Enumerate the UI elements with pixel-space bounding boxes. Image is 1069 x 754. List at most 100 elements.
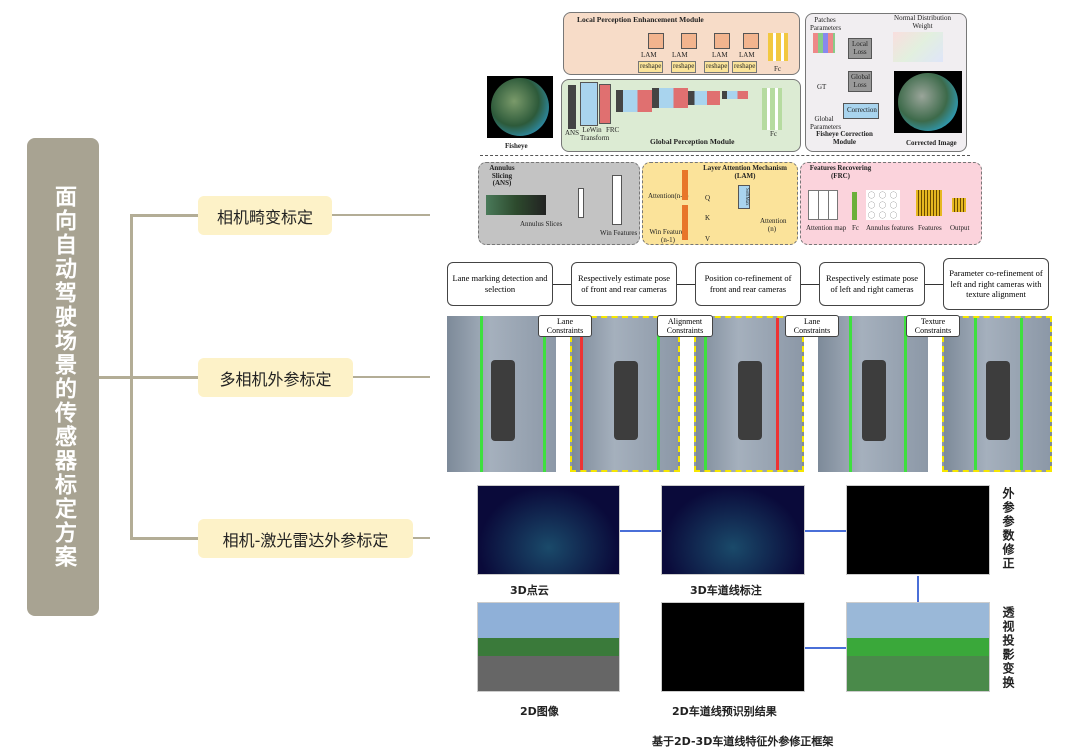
fc-label: Fc — [770, 130, 777, 138]
branch-multi-camera: 多相机外参标定 — [198, 358, 353, 397]
lam-block — [681, 33, 697, 49]
q-label: Q — [705, 194, 711, 202]
flow-arrow — [553, 284, 571, 285]
correction-box: Correction — [843, 103, 879, 119]
softmax-box: SoftMax — [738, 185, 750, 209]
local-loss-box: Local Loss — [848, 38, 872, 60]
constraint-label: Texture Constraints — [906, 315, 960, 338]
fisheye-label: Fisheye — [505, 142, 528, 150]
ans-label: ANS — [565, 129, 580, 137]
reshape-label: reshape — [638, 61, 664, 73]
lam-title: Layer Attention Mechanism (LAM) — [703, 164, 787, 180]
pointcloud-image — [477, 485, 620, 575]
attention-n-label: Attention (n) — [760, 217, 787, 233]
lam-label: LAM — [641, 51, 657, 59]
pointcloud-label: 3D点云 — [510, 584, 549, 597]
lam-panel — [642, 162, 798, 245]
reshape-label: reshape — [704, 61, 730, 73]
flow-step: Lane marking detection and selection — [447, 262, 553, 306]
corrected-image — [894, 71, 962, 133]
ans-title: Annulus Slicing (ANS) — [489, 164, 515, 188]
flow-step: Position co-refinement of front and rear… — [695, 262, 801, 306]
tree-line — [413, 537, 430, 539]
local-module-title: Local Perception Enhancement Module — [577, 15, 704, 24]
extrinsic-fix-label: 外参参数修正 — [1001, 487, 1015, 571]
lewin-block — [580, 82, 598, 126]
lam-label: LAM — [672, 51, 688, 59]
corrected-lane-image — [846, 485, 990, 575]
projection-label: 透视投影变换 — [1001, 606, 1015, 690]
lam-label: LAM — [712, 51, 728, 59]
frc-block — [599, 84, 611, 124]
image-2d — [477, 602, 620, 692]
constraint-label: Alignment Constraints — [657, 315, 713, 338]
tree-line — [130, 376, 198, 379]
lane-3d-label: 3D车道线标注 — [690, 584, 762, 597]
corrected-label: Corrected Image — [906, 139, 957, 147]
flow-step: Respectively estimate pose of front and … — [571, 262, 677, 306]
lam-block — [743, 33, 759, 49]
lam-label: LAM — [739, 51, 755, 59]
tree-line — [332, 214, 430, 216]
attention-map-label: Attention map — [806, 224, 847, 232]
fc-green-block — [852, 192, 857, 220]
stage-block — [616, 90, 652, 112]
attention-map-grid — [808, 190, 838, 220]
fc-global-block — [762, 88, 782, 130]
fc-block — [578, 188, 584, 218]
fc-kv-block — [682, 205, 688, 240]
annulus-slices-label: Annulus Slices — [520, 220, 563, 228]
fc-label: Fc — [774, 65, 781, 73]
reshape-label: reshape — [732, 61, 758, 73]
branch-camera-distortion: 相机畸变标定 — [198, 196, 332, 235]
dashed-divider — [480, 155, 970, 156]
lam-block — [714, 33, 730, 49]
lewin-label: LeWin Transform — [580, 126, 610, 142]
patches-grid — [813, 33, 835, 53]
stage-block — [688, 91, 720, 105]
annulus-features-label: Annulus features — [866, 224, 914, 232]
bev-image — [942, 316, 1052, 472]
distribution-weights — [893, 32, 943, 62]
global-params-label: Global Parameters — [810, 115, 842, 131]
lane-pred-label: 2D车道线预识别结果 — [672, 705, 777, 718]
flow-step: Parameter co-refinement of left and righ… — [943, 258, 1049, 310]
ans-block — [568, 85, 576, 129]
arrow-icon — [805, 530, 846, 532]
patches-label: Patches Parameters — [810, 16, 842, 32]
v-label: V — [705, 235, 711, 243]
frc-label: FRC — [606, 126, 620, 134]
lane-3d-image — [661, 485, 805, 575]
flow-arrow — [677, 284, 695, 285]
arrow-icon — [917, 576, 919, 602]
bev-image — [694, 316, 804, 472]
global-loss-box: Global Loss — [848, 71, 872, 93]
flow-step: Respectively estimate pose of left and r… — [819, 262, 925, 306]
fisheye-image — [487, 76, 553, 138]
lam-block — [648, 33, 664, 49]
branch-camera-lidar: 相机-激光雷达外参标定 — [198, 519, 413, 558]
output-label: Output — [950, 224, 970, 232]
gt-label: GT — [817, 83, 827, 91]
annulus-features-rings — [866, 190, 900, 220]
bev-image — [570, 316, 680, 472]
attention-prev-label: Attention(n-1) — [648, 192, 689, 200]
bev-image — [818, 316, 928, 472]
flow-arrow — [801, 284, 819, 285]
reshape-label: reshape — [671, 61, 697, 73]
global-module-title: Global Perception Module — [650, 137, 735, 146]
fc-local-block — [768, 33, 788, 61]
win-features-stack — [612, 175, 622, 225]
win-features-label: Win Features — [600, 229, 638, 237]
lane-pred-image — [661, 602, 805, 692]
projection-image — [846, 602, 990, 692]
flow-arrow — [925, 284, 943, 285]
caption: 基于2D-3D车道线特征外参修正框架 — [652, 735, 834, 748]
bev-image — [447, 316, 556, 472]
stage-block — [652, 88, 688, 108]
constraint-label: Lane Constraints — [785, 315, 839, 338]
annulus-slices-image — [486, 195, 546, 215]
features-grid — [916, 190, 942, 216]
constraint-label: Lane Constraints — [538, 315, 592, 338]
k-label: K — [705, 214, 711, 222]
